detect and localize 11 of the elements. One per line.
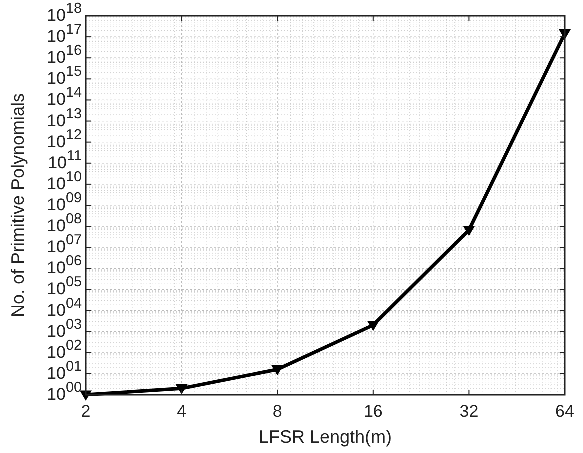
x-tick-label: 2 — [81, 402, 91, 421]
y-axis-title: No. of Primitive Polynomials — [8, 93, 28, 318]
x-tick-label: 4 — [177, 402, 187, 421]
x-axis-title: LFSR Length(m) — [258, 427, 392, 447]
x-tick-label: 16 — [364, 402, 383, 421]
y-tick-label: 10$^{09}$ — [47, 190, 82, 214]
y-tick-label: 10$^{18}$ — [47, 1, 82, 25]
x-tick-label: 64 — [556, 402, 574, 421]
x-tick-label: 32 — [460, 402, 479, 421]
y-tick-label: 10$^{00}$ — [47, 380, 82, 404]
x-tick-label: 8 — [272, 402, 282, 421]
